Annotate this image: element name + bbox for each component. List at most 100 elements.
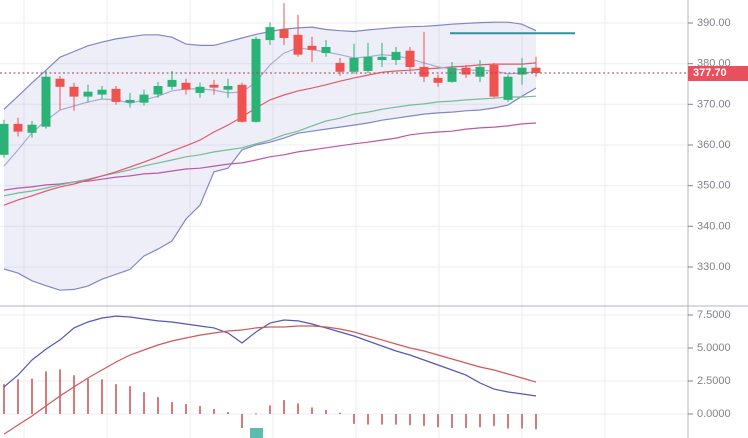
ma-slowest-line xyxy=(3,122,537,191)
macd-histogram-bar xyxy=(101,379,103,414)
macd-histogram-bar xyxy=(493,414,495,426)
macd-histogram-bar xyxy=(3,384,5,414)
macd-histogram-bar xyxy=(129,386,131,414)
candle-body xyxy=(363,56,373,71)
ma-fast-line xyxy=(3,47,537,167)
candle-body xyxy=(419,66,429,77)
candle-body xyxy=(349,58,359,72)
candle-body xyxy=(13,123,23,132)
candle-body xyxy=(517,67,527,75)
candle-body xyxy=(139,94,149,103)
macd-histogram-bar xyxy=(143,392,145,414)
macd-histogram-bar xyxy=(115,384,117,414)
candle-body xyxy=(209,84,219,88)
axis-tick-label: 350.00 xyxy=(697,180,731,192)
candle-body xyxy=(111,88,121,102)
macd-histogram-bar xyxy=(395,414,397,425)
candle-body xyxy=(503,76,513,100)
axis-tick-label: 370.00 xyxy=(697,98,731,110)
candle-body xyxy=(293,34,303,55)
axis-tick-label: 390.00 xyxy=(697,17,731,29)
candle-body xyxy=(279,29,289,38)
candle-body xyxy=(377,56,387,61)
macd-histogram-bar xyxy=(409,414,411,426)
dea-line xyxy=(3,325,537,435)
macd-histogram-bar xyxy=(521,414,523,429)
candle-body xyxy=(321,47,331,54)
candle-body xyxy=(475,66,485,77)
candle-body xyxy=(489,64,499,97)
indicator-panel[interactable] xyxy=(3,315,537,438)
candle-body xyxy=(223,86,233,90)
macd-histogram-bar xyxy=(325,410,327,414)
dif-line xyxy=(3,315,537,397)
macd-histogram-bar xyxy=(297,403,299,414)
candle-body xyxy=(153,86,163,95)
macd-histogram-bar xyxy=(213,409,215,414)
macd-histogram-bar xyxy=(507,414,509,429)
axis-tick-label: 0.0000 xyxy=(697,408,731,420)
macd-histogram-bar xyxy=(269,405,271,414)
price-panel[interactable] xyxy=(0,3,688,291)
macd-histogram-bar xyxy=(45,371,47,414)
macd-histogram-bar xyxy=(255,413,257,415)
macd-histogram-bar xyxy=(367,414,369,425)
axis-tick-label: 7.5000 xyxy=(697,309,731,321)
candle-body xyxy=(531,67,541,73)
macd-histogram-bar xyxy=(157,397,159,414)
candle-body xyxy=(265,27,275,41)
grid-layer xyxy=(0,0,688,438)
candle-body xyxy=(0,123,9,155)
axis-tick-label: 360.00 xyxy=(697,139,731,151)
macd-histogram-bar xyxy=(171,402,173,414)
candle-body xyxy=(181,82,191,90)
candle-body xyxy=(335,62,345,72)
axis-tick-label: 380.00 xyxy=(697,58,731,70)
macd-histogram-bar xyxy=(479,414,481,428)
axis-tick-label: 330.00 xyxy=(697,261,731,273)
axis-tick-label: 340.00 xyxy=(697,220,731,232)
candle-body xyxy=(405,50,415,67)
candle-body xyxy=(55,78,65,87)
candle-body xyxy=(433,77,443,83)
axis-tick-label: 5.0000 xyxy=(697,342,731,354)
candle-body xyxy=(447,67,457,82)
candle-body xyxy=(237,84,247,122)
macd-histogram-bar xyxy=(227,412,229,414)
macd-histogram-bar xyxy=(17,379,19,414)
bollinger-lower-line xyxy=(3,87,537,291)
macd-histogram-bar xyxy=(381,414,383,425)
candle-body xyxy=(167,79,177,87)
candle-body xyxy=(97,89,107,95)
macd-histogram-bar xyxy=(535,414,537,430)
macd-histogram-bar xyxy=(465,414,467,428)
bollinger-band-fill xyxy=(4,22,536,291)
axis-tick-label: 2.5000 xyxy=(697,375,731,387)
macd-histogram-bar xyxy=(59,369,61,414)
macd-histogram-bar xyxy=(31,378,33,414)
candle-body xyxy=(69,86,79,97)
macd-histogram-bar xyxy=(311,407,313,414)
candle-body xyxy=(461,67,471,75)
macd-histogram-bar xyxy=(423,414,425,426)
candle-body xyxy=(41,76,51,127)
candle-body xyxy=(195,86,205,93)
candle-body xyxy=(307,45,317,50)
macd-histogram-bar xyxy=(451,414,453,428)
last-price-badge: 377.70 xyxy=(688,65,748,81)
macd-histogram-bar xyxy=(283,400,285,414)
macd-histogram-bar xyxy=(339,412,341,414)
macd-histogram-bar xyxy=(185,404,187,414)
candle-body xyxy=(27,124,37,133)
candle-body xyxy=(125,99,135,103)
macd-histogram-bar xyxy=(437,414,439,428)
candle-body xyxy=(251,38,261,122)
macd-histogram-bar xyxy=(241,414,243,428)
macd-histogram-bar xyxy=(353,414,355,424)
candle-body xyxy=(391,51,401,60)
ma-mid-line xyxy=(3,62,537,206)
macd-histogram-bar xyxy=(199,406,201,414)
macd-histogram-bar xyxy=(73,375,75,414)
